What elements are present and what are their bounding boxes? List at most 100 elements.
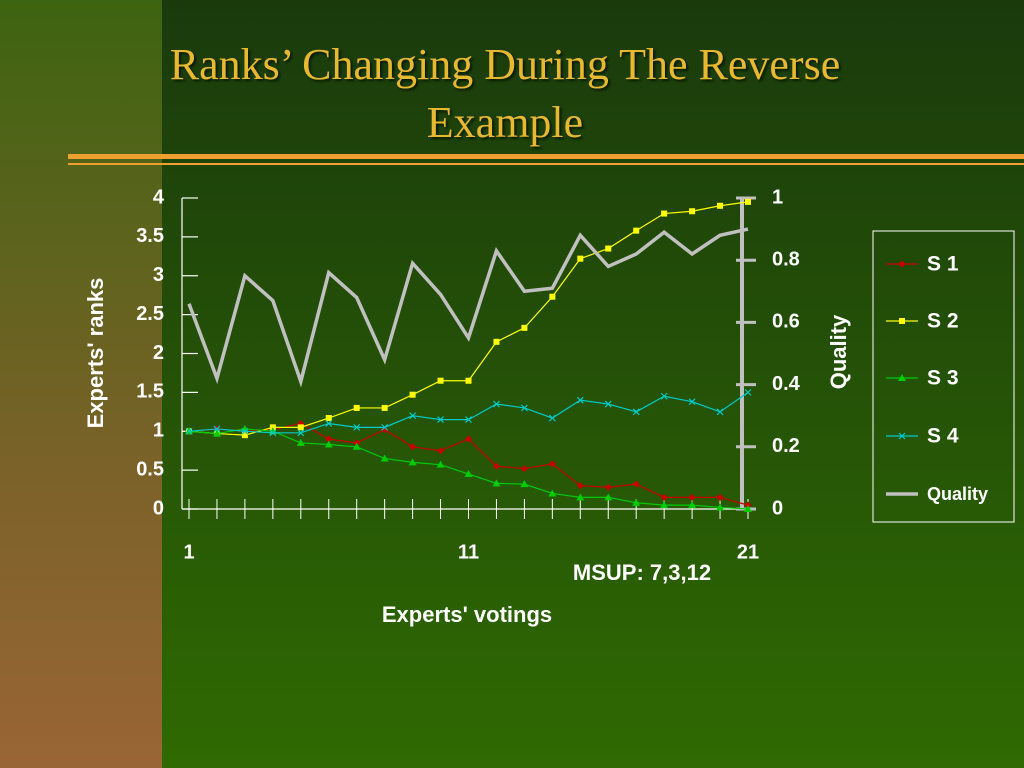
marker xyxy=(520,465,528,473)
y2-tick-label: 0.4 xyxy=(772,373,801,395)
marker xyxy=(716,493,724,501)
y-tick-label: 3.5 xyxy=(136,225,164,247)
y2-tick-label: 0 xyxy=(772,497,783,519)
marker xyxy=(549,293,556,300)
marker xyxy=(325,415,332,422)
legend-box xyxy=(872,230,1015,523)
marker xyxy=(577,255,584,262)
marker xyxy=(745,198,751,205)
marker xyxy=(898,260,906,268)
marker xyxy=(380,454,389,462)
y2-tick-label: 1 xyxy=(772,186,783,208)
title-rule xyxy=(68,154,1024,159)
marker xyxy=(548,460,556,468)
marker xyxy=(604,400,612,408)
marker xyxy=(408,458,417,466)
legend-label: Quality xyxy=(927,484,988,504)
marker xyxy=(898,374,906,381)
side-strip xyxy=(0,0,162,768)
marker xyxy=(465,377,472,384)
y-tick-label: 0.5 xyxy=(136,458,164,480)
marker xyxy=(744,505,752,512)
marker xyxy=(548,489,557,497)
marker xyxy=(353,404,360,411)
marker xyxy=(269,429,277,437)
marker xyxy=(409,391,416,398)
marker xyxy=(717,202,724,209)
legend-label: S 2 xyxy=(927,310,959,333)
marker xyxy=(437,416,444,424)
series-line xyxy=(187,227,749,388)
y-tick-label: 1.5 xyxy=(136,381,164,403)
title-rule xyxy=(68,163,1024,165)
legend-label: S 1 xyxy=(927,253,959,276)
legend-item: S 2 xyxy=(886,310,959,333)
legend-item: S 4 xyxy=(886,425,959,448)
y-tick-label: 2.5 xyxy=(136,303,164,325)
marker xyxy=(241,427,249,435)
annotation: MSUP: 7,3,12 xyxy=(573,560,711,585)
y2-tick-label: 0.8 xyxy=(772,248,800,270)
marker xyxy=(520,404,528,412)
marker xyxy=(409,412,417,420)
y-tick-label: 2 xyxy=(153,342,164,364)
marker xyxy=(716,408,724,416)
y-tick-label: 4 xyxy=(153,186,165,208)
marker xyxy=(716,503,725,511)
marker xyxy=(688,493,696,501)
marker xyxy=(899,318,905,324)
x-tick-label: 11 xyxy=(458,541,479,563)
marker xyxy=(493,400,500,408)
y2-tick-label: 0.2 xyxy=(772,435,800,457)
marker xyxy=(604,483,612,491)
marker xyxy=(576,493,585,501)
marker xyxy=(324,440,333,448)
marker xyxy=(381,423,389,431)
marker xyxy=(465,416,472,424)
marker xyxy=(409,443,417,451)
marker xyxy=(464,470,473,478)
marker xyxy=(688,501,697,509)
marker xyxy=(604,493,613,501)
marker xyxy=(465,435,472,443)
marker xyxy=(325,435,333,443)
marker xyxy=(688,398,696,406)
marker xyxy=(632,498,641,506)
marker xyxy=(212,429,221,437)
marker xyxy=(898,432,906,440)
marker xyxy=(576,482,584,490)
y2-tick-label: 0.6 xyxy=(772,311,800,333)
y-tick-label: 1 xyxy=(153,420,164,442)
marker xyxy=(437,377,444,384)
legend-label: S 4 xyxy=(927,425,959,448)
y-axis-label: Experts' ranks xyxy=(83,278,108,429)
marker xyxy=(353,423,361,431)
marker xyxy=(576,396,584,404)
marker xyxy=(492,479,501,487)
legend-item: S 1 xyxy=(886,253,959,276)
marker xyxy=(325,420,333,427)
marker xyxy=(660,392,668,400)
marker xyxy=(493,338,500,345)
marker xyxy=(241,432,248,439)
marker xyxy=(632,408,640,416)
marker xyxy=(660,501,669,509)
marker xyxy=(605,245,612,252)
marker xyxy=(185,427,193,435)
marker xyxy=(520,480,529,488)
marker xyxy=(633,227,640,234)
marker xyxy=(661,210,668,217)
marker xyxy=(492,462,500,470)
legend-item: S 3 xyxy=(886,367,959,390)
legend-label: S 3 xyxy=(927,367,959,390)
x-tick-label: 21 xyxy=(737,541,759,563)
legend-item: Quality xyxy=(886,484,988,504)
marker xyxy=(660,493,668,501)
marker xyxy=(632,480,640,488)
y2-axis-label: Quality xyxy=(826,314,851,389)
marker xyxy=(297,429,305,437)
marker xyxy=(213,425,221,433)
